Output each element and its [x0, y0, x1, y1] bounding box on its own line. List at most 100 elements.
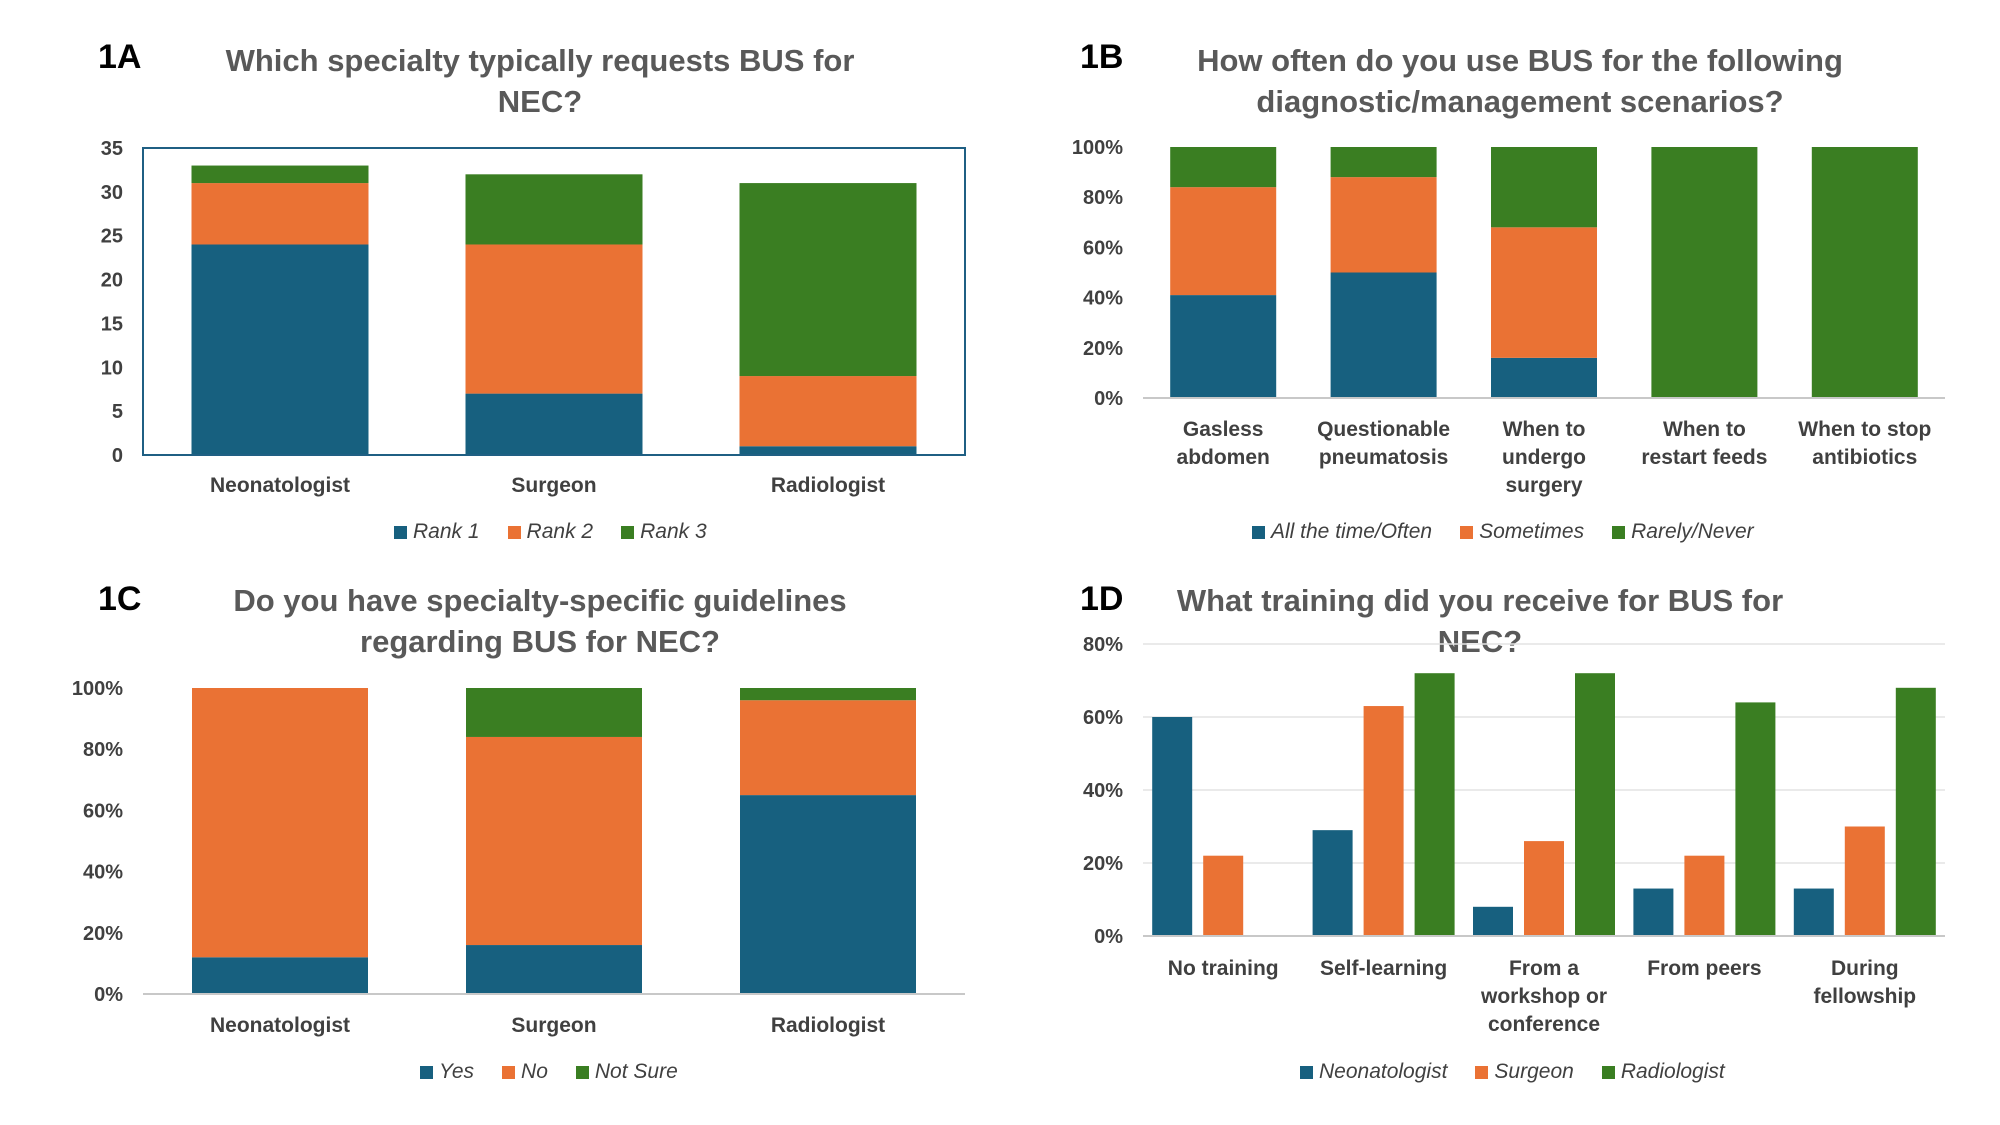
bar-segment [466, 688, 642, 737]
bar-segment [740, 795, 916, 994]
y-tick-label: 35 [101, 138, 123, 160]
legend-swatch [575, 1065, 589, 1079]
y-tick-label: 40% [83, 862, 123, 884]
legend-label: Sometimes [1479, 520, 1585, 543]
y-tick-label: 20% [1083, 338, 1123, 360]
bar [1414, 673, 1455, 936]
y-tick-label: 60% [1083, 707, 1123, 729]
legend-swatch [502, 1065, 516, 1079]
bar [1793, 888, 1834, 936]
bar [1152, 717, 1193, 936]
y-tick-label: 80% [83, 739, 123, 761]
panel-tag: 1C [98, 580, 142, 618]
bar-segment [739, 376, 917, 447]
x-category-label: Gasless [1183, 418, 1264, 441]
legend-label: Rank 2 [526, 520, 594, 543]
y-tick-label: 10 [101, 357, 123, 379]
bar [1684, 855, 1725, 936]
legend-item: Yes [420, 1060, 474, 1084]
y-tick-label: 0 [112, 445, 123, 467]
bar-segment [1330, 272, 1437, 398]
x-category-label: undergo [1502, 446, 1586, 469]
chart-title: How often do you use BUS for the followi… [1160, 40, 1880, 122]
legend-item: Rank 1 [394, 520, 480, 544]
y-tick-label: 0% [94, 984, 123, 1006]
x-category-label: When to [1503, 418, 1586, 441]
x-category-label: Questionable [1317, 418, 1450, 441]
bar-segment [740, 700, 916, 796]
bar-segment [1811, 147, 1918, 398]
legend-item: Rarely/Never [1612, 520, 1754, 544]
chart-svg: 0% 20% 40% 60% 80% 100% Gasless abdomen Question… [1072, 137, 1945, 497]
bar-segment [1491, 147, 1597, 228]
x-category-label: Radiologist [771, 1014, 885, 1037]
bar-segment [1651, 147, 1758, 398]
legend-label: Rank 3 [640, 520, 707, 543]
bar [1575, 673, 1615, 936]
y-tick-label: 80% [1083, 187, 1123, 209]
x-category-label: surgery [1505, 474, 1582, 497]
y-tick-label: 30 [101, 182, 123, 204]
bar-segment [740, 688, 916, 701]
legend-item: Neonatologist [1300, 1060, 1447, 1084]
x-category-label: Neonatologist [210, 1014, 350, 1037]
legend-label: No [521, 1060, 548, 1083]
bar-segment [1491, 357, 1597, 398]
legend-label: Radiologist [1620, 1060, 1725, 1083]
chart-panel-1b: 1B How often do you use BUS for the foll… [1000, 0, 2000, 562]
title-line: How often do you use BUS for the followi… [1197, 43, 1843, 78]
x-category-label: workshop or [1480, 985, 1607, 1008]
legend-label: Yes [439, 1060, 475, 1083]
x-category-label: Radiologist [771, 474, 885, 497]
bar-segment [739, 446, 917, 455]
x-category-label: From a [1509, 957, 1579, 980]
legend-swatch [420, 1065, 433, 1079]
legend-item: Surgeon [1475, 1060, 1574, 1084]
bar [1524, 841, 1564, 936]
x-category-label: fellowship [1813, 985, 1916, 1008]
title-line: Do you have specialty-specific guideline… [233, 583, 847, 618]
legend-item: Rank 2 [507, 520, 594, 544]
bar-segment [465, 174, 643, 245]
x-category-label: abdomen [1177, 446, 1270, 469]
legend-swatch [1252, 525, 1265, 539]
bar [1844, 826, 1885, 936]
chart-panel-1d: 1D What training did you receive for BUS… [1000, 562, 2000, 1124]
title-line: NEC? [497, 84, 583, 119]
legend-swatch [507, 525, 521, 539]
title-line: What training did you receive for BUS fo… [1176, 583, 1784, 659]
x-category-label: Neonatologist [210, 474, 350, 497]
x-category-label: Self-learning [1320, 957, 1447, 980]
legend-item: Not Sure [575, 1060, 678, 1084]
bar-segment [466, 945, 642, 994]
x-category-label: When to stop [1798, 418, 1931, 441]
legend-swatch [1460, 525, 1474, 539]
chart-title: Do you have specialty-specific guideline… [180, 580, 900, 662]
chart-svg: 0% 20% 40% 60% 80% No training Self-learning Fr… [1083, 634, 1945, 1036]
bar-segment [1170, 147, 1277, 188]
legend-label: Not Sure [594, 1060, 678, 1083]
legend-label: All the time/Often [1271, 520, 1433, 543]
chart-legend: Neonatologist Surgeon Radiologist [1300, 1060, 1725, 1084]
legend-label: Rank 1 [413, 520, 480, 543]
x-category-label: restart feeds [1641, 446, 1767, 469]
title-line: Which specialty typically requests BUS f… [225, 43, 855, 78]
y-tick-label: 0% [1094, 388, 1123, 410]
chart-title: Which specialty typically requests BUS f… [180, 40, 900, 122]
legend-label: Rarely/Never [1631, 520, 1754, 543]
bar-segment [1330, 147, 1437, 178]
legend-swatch [394, 525, 407, 539]
x-category-label: conference [1488, 1013, 1600, 1036]
y-tick-label: 20% [83, 923, 123, 945]
bar-segment [192, 957, 368, 994]
y-tick-label: 20 [101, 270, 123, 292]
y-tick-label: 0% [1094, 926, 1123, 948]
x-category-label: antibiotics [1812, 446, 1917, 469]
bar-segment [191, 244, 369, 455]
bar [1363, 706, 1404, 936]
legend-item: Sometimes [1460, 520, 1584, 544]
bar [1473, 906, 1513, 936]
plot-frame [142, 147, 966, 456]
legend-label: Surgeon [1494, 1060, 1574, 1083]
y-tick-label: 100% [1072, 137, 1123, 159]
